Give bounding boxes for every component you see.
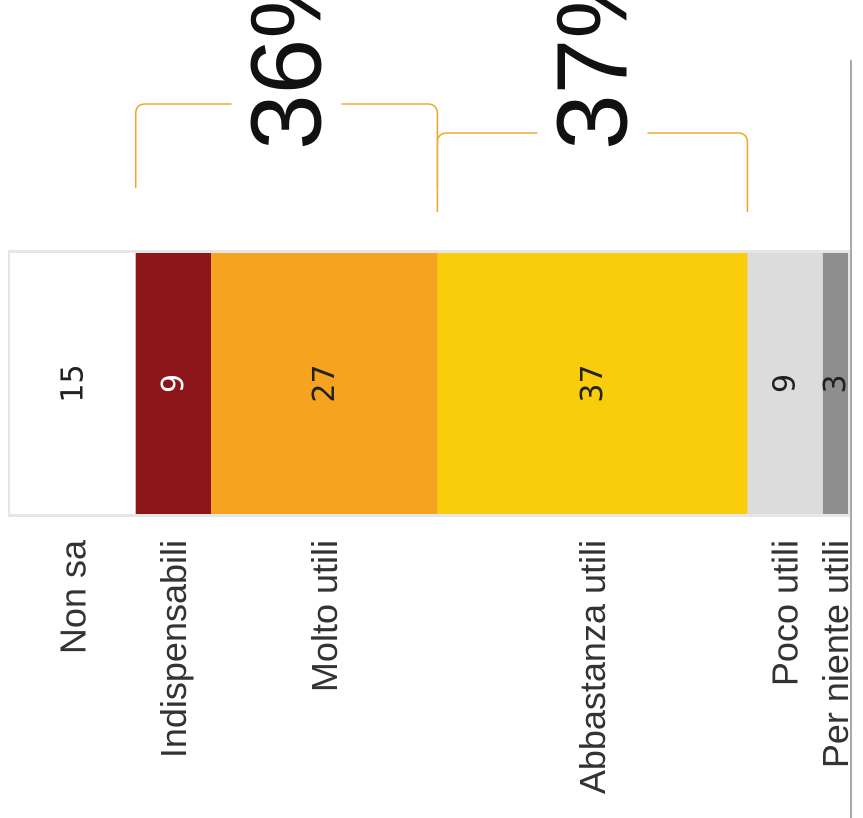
bar-segment [135, 253, 212, 514]
category-labels: Non sa Indispensabili Molto utili Abbastanz… [52, 539, 856, 794]
group-percentage: 37% [536, 0, 648, 150]
category-label: Non sa [52, 539, 93, 654]
bar-segment [822, 253, 848, 514]
bar-segment [10, 253, 136, 514]
segment-value: 15 [55, 364, 90, 402]
category-label: Per niente utili [815, 540, 856, 768]
bar-segment [747, 253, 823, 514]
bar-segment [211, 253, 438, 514]
category-label: Abbastanza utili [572, 540, 613, 794]
category-label: Indispensabili [153, 540, 194, 758]
bar-segment [437, 253, 748, 514]
bar-segments [10, 253, 848, 514]
segment-value: 37 [575, 364, 610, 402]
group-brace [436, 132, 749, 212]
category-label: Poco utili [765, 540, 806, 686]
group-annotations: 36% 37% [134, 0, 749, 212]
group-brace [134, 103, 439, 188]
segment-values: 15 9 27 37 9 3 [55, 364, 853, 402]
category-label: Molto utili [304, 540, 345, 692]
segment-value: 27 [307, 364, 342, 402]
segment-value: 9 [156, 374, 191, 393]
segment-value: 3 [818, 374, 853, 393]
group-percentage: 36% [231, 0, 343, 150]
segment-value: 9 [768, 374, 803, 393]
